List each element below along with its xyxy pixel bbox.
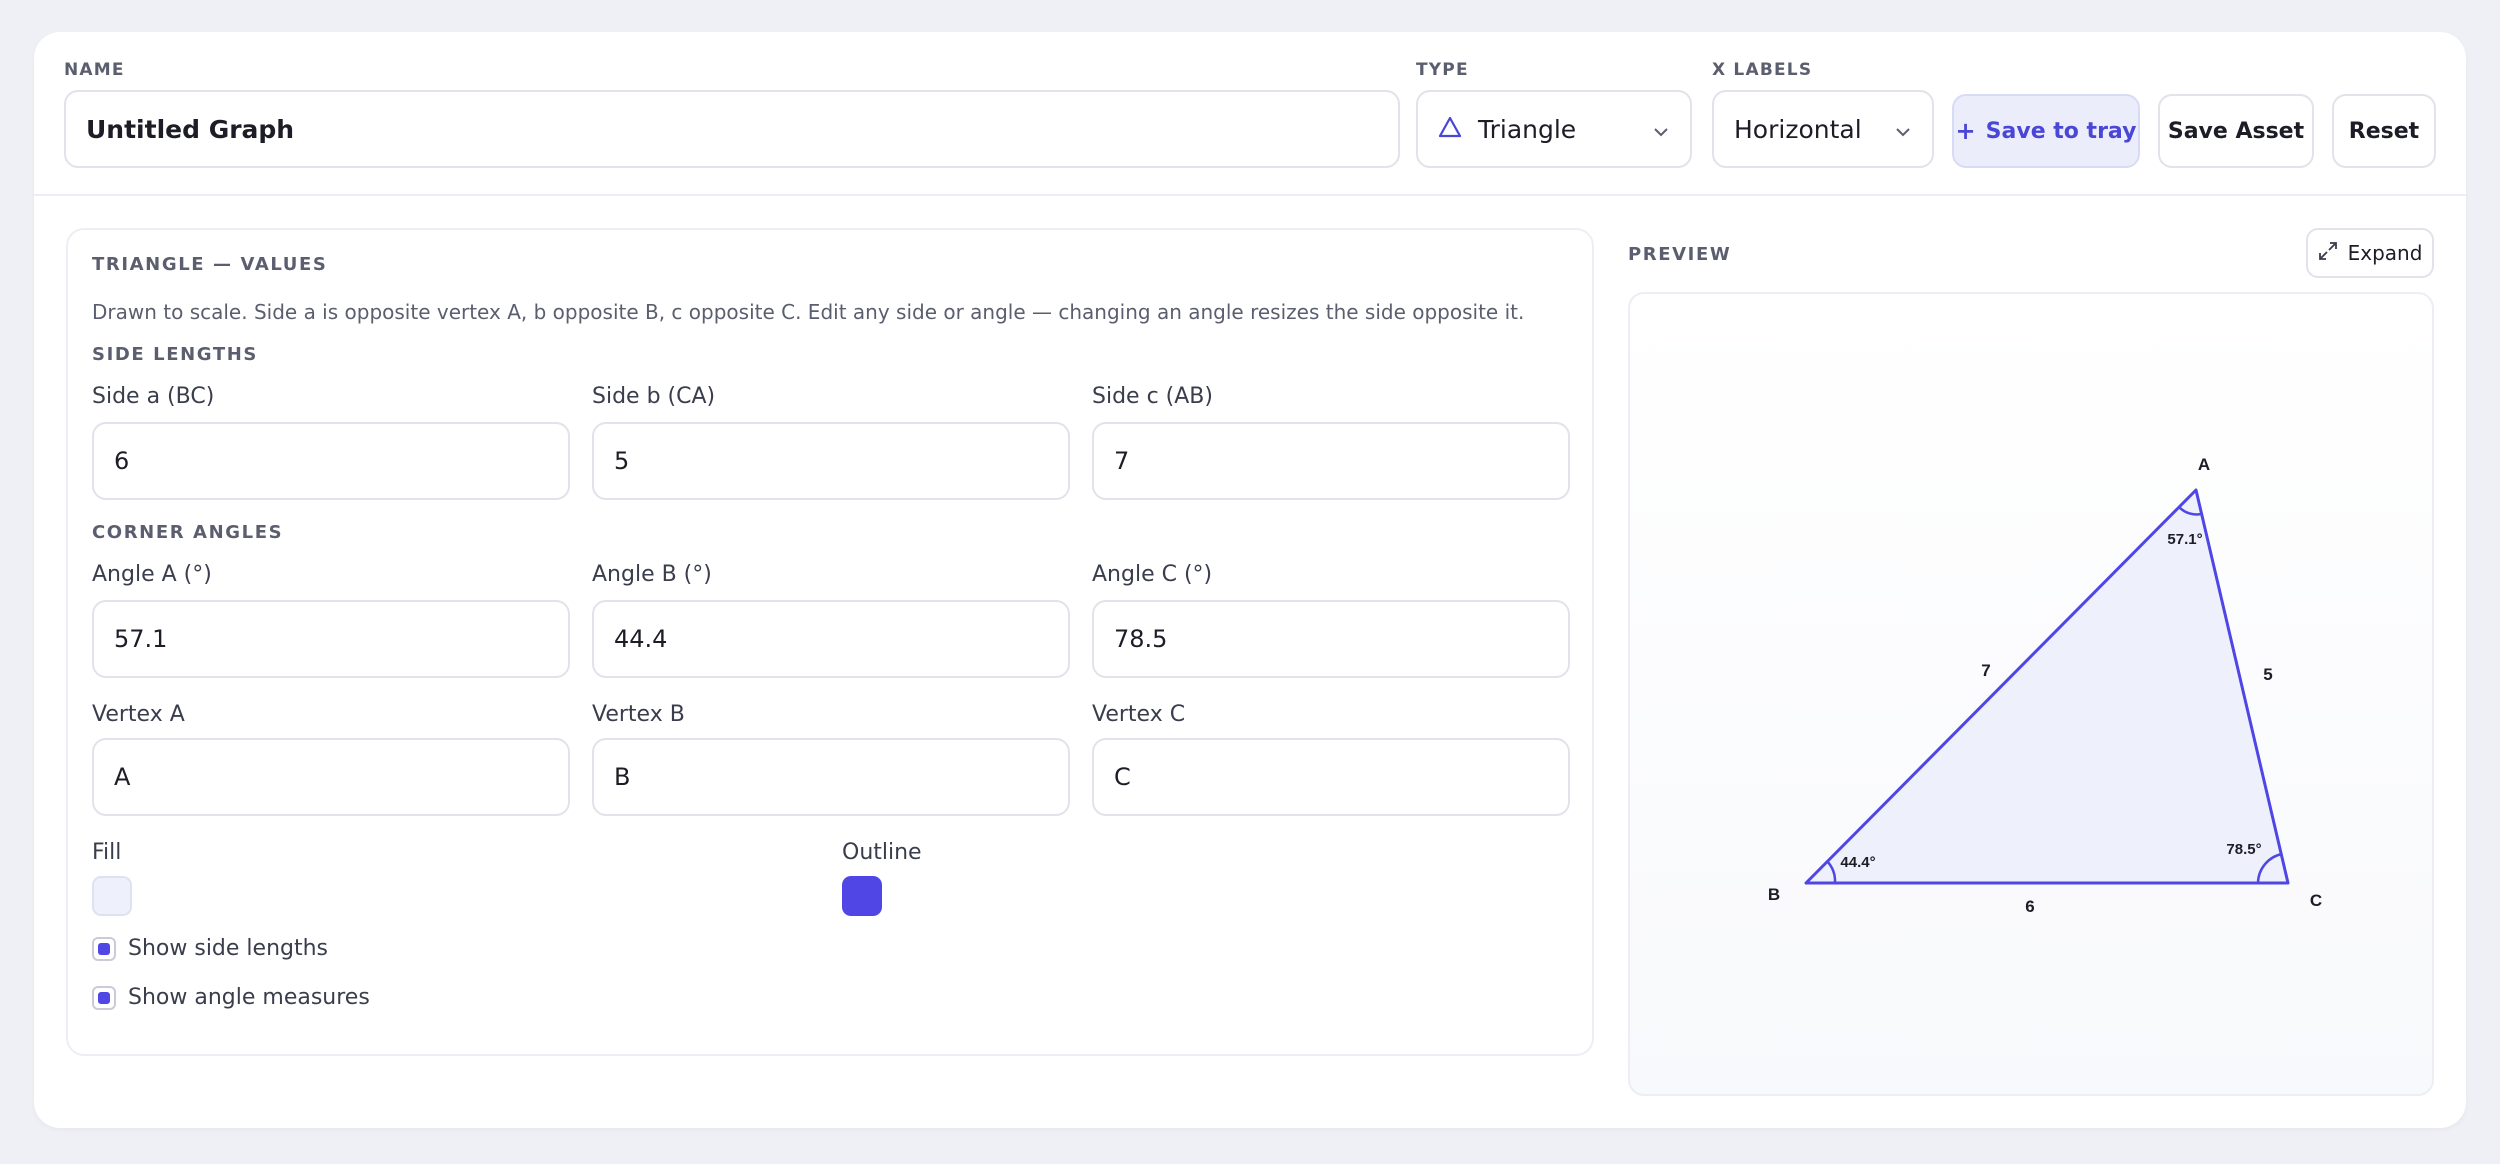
- type-select[interactable]: Triangle: [1416, 90, 1692, 168]
- type-select-value: Triangle: [1478, 114, 1577, 144]
- x-labels-label: X LABELS: [1712, 60, 1813, 80]
- angle-arc-c: [2256, 852, 2283, 884]
- side-b-label: Side b (CA): [592, 384, 716, 409]
- angle-b-label: Angle B (°): [592, 562, 712, 587]
- vertex-a-label: Vertex A: [92, 702, 185, 727]
- vertex-label-c: C: [2310, 891, 2322, 910]
- angle-label-a: 57.1°: [2167, 531, 2202, 548]
- top-bar: NAME Untitled Graph TYPE Triangle X LABE…: [34, 32, 2466, 196]
- chevron-down-icon: [1894, 115, 1912, 144]
- side-label-a: 6: [2025, 897, 2034, 916]
- side-label-b: 5: [2263, 665, 2272, 684]
- show-side-lengths-label: Show side lengths: [128, 936, 329, 961]
- graph-name-input[interactable]: Untitled Graph: [64, 90, 1400, 168]
- triangle-icon: [1438, 115, 1462, 144]
- name-label: NAME: [64, 60, 125, 80]
- show-side-lengths-row[interactable]: Show side lengths: [92, 936, 328, 961]
- x-labels-select[interactable]: Horizontal: [1712, 90, 1934, 168]
- angle-b-input[interactable]: 44.4: [592, 600, 1070, 678]
- triangle-canvas: A B C 6 5 7 57.1° 44.4° 78.5°: [1768, 455, 2322, 916]
- corner-angles-heading: CORNER ANGLES: [92, 522, 284, 543]
- angle-c-label: Angle C (°): [1092, 562, 1213, 587]
- outline-color-swatch[interactable]: [842, 876, 882, 916]
- editor-card: NAME Untitled Graph TYPE Triangle X LABE…: [34, 32, 2466, 1128]
- values-panel-title: TRIANGLE — VALUES: [92, 254, 328, 275]
- expand-icon: [2318, 241, 2338, 266]
- fill-label: Fill: [92, 840, 122, 865]
- expand-label: Expand: [2347, 241, 2423, 265]
- show-angle-measures-row[interactable]: Show angle measures: [92, 985, 370, 1010]
- side-c-label: Side c (AB): [1092, 384, 1213, 409]
- save-to-tray-button[interactable]: + Save to tray: [1952, 94, 2140, 168]
- angle-arc-b: [1826, 860, 1837, 884]
- save-asset-button[interactable]: Save Asset: [2158, 94, 2314, 168]
- side-a-input[interactable]: 6: [92, 422, 570, 500]
- triangle-shape: [1804, 488, 2290, 885]
- type-label: TYPE: [1416, 60, 1469, 80]
- angle-a-label: Angle A (°): [92, 562, 212, 587]
- side-b-input[interactable]: 5: [592, 422, 1070, 500]
- vertex-c-input[interactable]: C: [1092, 738, 1570, 816]
- x-labels-select-value: Horizontal: [1734, 114, 1862, 144]
- chevron-down-icon: [1652, 115, 1670, 144]
- fill-color-swatch[interactable]: [92, 876, 132, 916]
- vertex-a-input[interactable]: A: [92, 738, 570, 816]
- side-label-c: 7: [1981, 661, 1990, 680]
- vertex-label-a: A: [2198, 455, 2210, 474]
- triangle-preview: A B C 6 5 7 57.1° 44.4° 78.5°: [1628, 292, 2434, 1096]
- vertex-b-input[interactable]: B: [592, 738, 1070, 816]
- show-angle-measures-label: Show angle measures: [128, 985, 370, 1010]
- show-side-lengths-checkbox[interactable]: [92, 936, 116, 961]
- plus-icon: +: [1955, 117, 1976, 145]
- reset-button[interactable]: Reset: [2332, 94, 2436, 168]
- values-panel: TRIANGLE — VALUES Drawn to scale. Side a…: [66, 228, 1594, 1056]
- values-description: Drawn to scale. Side a is opposite verte…: [92, 300, 1525, 324]
- save-to-tray-label: Save to tray: [1985, 118, 2137, 144]
- vertex-c-label: Vertex C: [1092, 702, 1186, 727]
- angle-label-b: 44.4°: [1840, 854, 1875, 871]
- vertex-label-b: B: [1768, 885, 1780, 904]
- angle-label-c: 78.5°: [2226, 841, 2261, 858]
- angle-a-input[interactable]: 57.1: [92, 600, 570, 678]
- outline-label: Outline: [842, 840, 922, 865]
- angle-c-input[interactable]: 78.5: [1092, 600, 1570, 678]
- side-lengths-heading: SIDE LENGTHS: [92, 344, 258, 365]
- expand-button[interactable]: Expand: [2306, 228, 2434, 278]
- angle-arc-a: [2178, 506, 2202, 516]
- vertex-b-label: Vertex B: [592, 702, 685, 727]
- show-angle-measures-checkbox[interactable]: [92, 985, 116, 1010]
- side-a-label: Side a (BC): [92, 384, 215, 409]
- preview-title: PREVIEW: [1628, 244, 1732, 265]
- side-c-input[interactable]: 7: [1092, 422, 1570, 500]
